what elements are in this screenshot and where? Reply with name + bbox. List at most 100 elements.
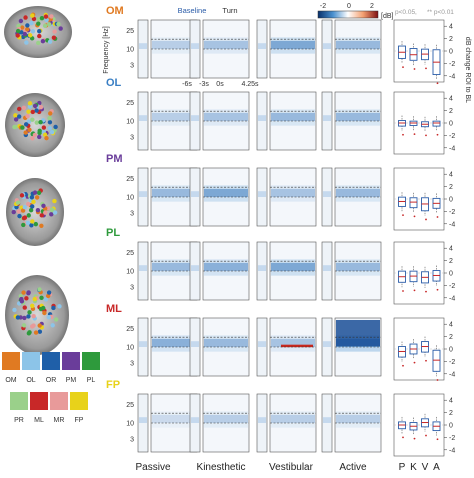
spectrogram-ml-vestibular (256, 317, 317, 377)
box-tick-4: 4 (449, 24, 453, 31)
boxplot-ml: 4 2 0 -2 -4 (393, 317, 455, 381)
freq-tick-25: 25 (126, 100, 134, 107)
spectrogram-ol-vestibular (256, 91, 317, 151)
legend-label-ol: OL (26, 377, 35, 384)
legend-label-or: OR (46, 377, 57, 384)
spectrogram-pm-active (321, 167, 382, 227)
legend-swatch-om (2, 352, 20, 370)
legend-label-pl: PL (87, 377, 96, 384)
condition-vestibular: Vestibular (269, 462, 314, 473)
row-label-pm: PM (106, 153, 123, 165)
row-label-fp: FP (106, 379, 120, 391)
spectrogram-om-kinesthetic (189, 19, 250, 79)
legend-label-mr: MR (54, 417, 65, 424)
turn-label: Turn (222, 6, 237, 15)
legend-swatch-pr (10, 392, 28, 410)
spectrogram-fp-kinesthetic (189, 393, 250, 453)
boxplot-om: 4 2 0 -2 -4 (393, 19, 455, 85)
condition-kinesthetic: Kinesthetic (197, 462, 246, 473)
spectrogram-pm-kinesthetic (189, 167, 250, 227)
frequency-axis-label: Frequency [Hz] (103, 26, 110, 74)
freq-tick-3: 3 (130, 361, 134, 368)
box-tick-4: 4 (449, 322, 453, 329)
freq-tick-25: 25 (126, 326, 134, 333)
box-tick--2: -2 (449, 435, 455, 442)
colorbar-unit: [dB] (381, 13, 394, 20)
row-label-ol: OL (106, 77, 122, 89)
condition-labels: Passive Kinesthetic Vestibular Active (135, 462, 367, 473)
colorbar-tick-zero: 0 (347, 3, 351, 10)
row-label-om: OM (106, 5, 124, 17)
box-tick--4: -4 (449, 221, 455, 228)
freq-tick-10: 10 (126, 195, 134, 202)
freq-tick-3: 3 (130, 437, 134, 444)
box-tick--2: -2 (449, 359, 455, 366)
spectrogram-ol-active (321, 91, 382, 151)
significance-p01: ** p<0.01 (427, 9, 454, 16)
time-tick-neg6: -6s (182, 81, 192, 88)
freq-tick-25: 25 (126, 250, 134, 257)
colorbar-tick-pos: 2 (370, 3, 374, 10)
freq-tick-10: 10 (126, 119, 134, 126)
spectrogram-om-vestibular (256, 19, 317, 79)
box-tick-2: 2 (449, 108, 453, 115)
boxplot-pm: 4 2 0 -2 -4 (393, 167, 455, 231)
spectrogram-pl-kinesthetic (189, 241, 250, 301)
brain-renderings (4, 6, 72, 355)
spectrogram-pl-passive (137, 241, 198, 301)
colorbar: -2 0 2 [dB] (317, 3, 394, 20)
box-tick-2: 2 (449, 36, 453, 43)
box-axis-label: dB change ROI to BL (464, 37, 471, 103)
box-tick--2: -2 (449, 209, 455, 216)
legend-swatch-mr (50, 392, 68, 410)
freq-tick-10: 10 (126, 47, 134, 54)
box-tick-4: 4 (449, 246, 453, 253)
spectrogram-pm-passive (137, 167, 198, 227)
freq-tick-25: 25 (126, 176, 134, 183)
freq-tick-10: 10 (126, 269, 134, 276)
colorbar-gradient (317, 10, 379, 19)
time-axis: -6s -3s 0s 4.25s (182, 81, 259, 88)
legend-label-pr: PR (14, 417, 24, 424)
spectrogram-pm-vestibular (256, 167, 317, 227)
condition-letter-k: K (410, 462, 417, 473)
spectrogram-fp-passive (137, 393, 198, 453)
spectrogram-ml-active (321, 317, 382, 377)
freq-tick-25: 25 (126, 28, 134, 35)
box-tick--4: -4 (449, 447, 455, 454)
box-tick-0: 0 (449, 347, 453, 354)
spectrogram-ml-passive (137, 317, 198, 377)
box-tick-2: 2 (449, 184, 453, 191)
brain-side-view (5, 93, 65, 157)
box-tick-0: 0 (449, 197, 453, 204)
brain-back-view (6, 178, 64, 246)
legend-swatch-pm (62, 352, 80, 370)
brain-axial-view (5, 275, 69, 355)
box-tick--4: -4 (449, 145, 455, 152)
freq-tick-3: 3 (130, 211, 134, 218)
region-legend: OM OL OR PM PL PR ML MR FP (2, 352, 100, 424)
row-label-pl: PL (106, 227, 120, 239)
colorbar-tick-neg: -2 (320, 3, 326, 10)
legend-swatch-or (42, 352, 60, 370)
boxplot-ol: 4 2 0 -2 -4 (393, 91, 455, 155)
freq-tick-10: 10 (126, 345, 134, 352)
row-labels: OM OL PM PL ML FP (106, 5, 124, 391)
box-tick--4: -4 (449, 295, 455, 302)
legend-swatch-ol (22, 352, 40, 370)
box-tick-0: 0 (449, 121, 453, 128)
spectrogram-om-passive (137, 19, 198, 79)
freq-tick-3: 3 (130, 63, 134, 70)
spectrogram-om-active (321, 19, 382, 79)
spectrogram-fp-vestibular (256, 393, 317, 453)
freq-tick-10: 10 (126, 421, 134, 428)
spectrogram-panels (137, 19, 382, 453)
legend-swatch-fp (70, 392, 88, 410)
spectrogram-ol-passive (137, 91, 198, 151)
legend-label-ml: ML (34, 417, 44, 424)
condition-letter-v: V (422, 462, 429, 473)
legend-label-om: OM (5, 377, 16, 384)
legend-swatch-ml (30, 392, 48, 410)
